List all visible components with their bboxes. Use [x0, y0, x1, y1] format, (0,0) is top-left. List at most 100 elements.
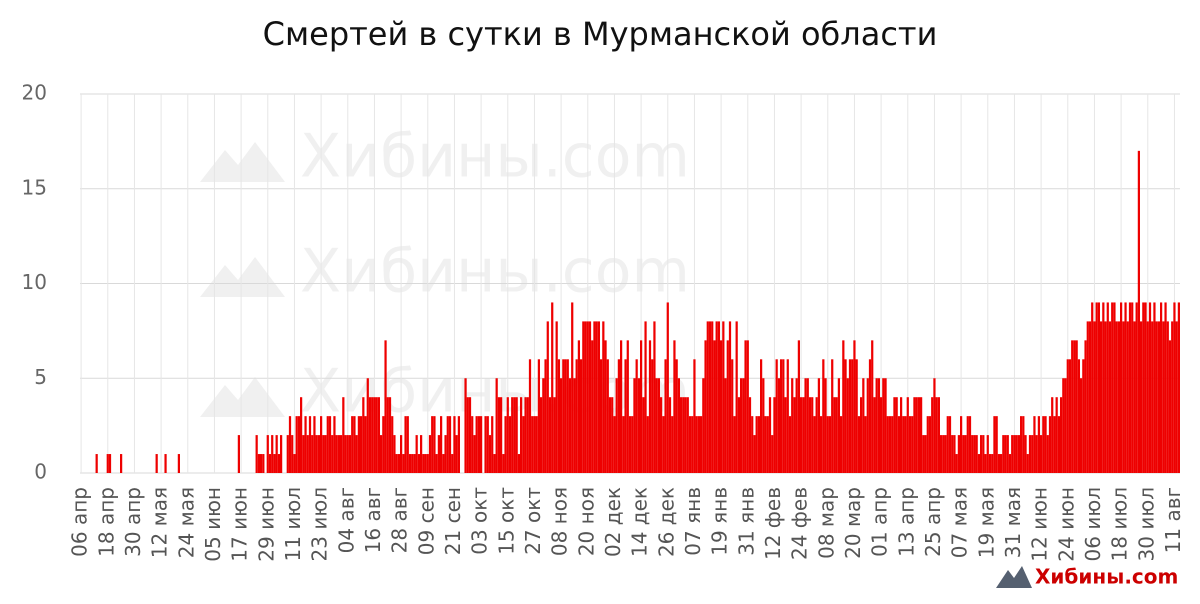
bar	[933, 378, 936, 473]
bar	[726, 340, 729, 473]
bar	[266, 435, 269, 473]
x-tick-label: 28 авг	[388, 487, 412, 553]
bar	[477, 416, 480, 473]
bar	[411, 454, 414, 473]
bar	[637, 378, 640, 473]
bar	[1004, 435, 1007, 473]
bar	[713, 340, 716, 473]
bar	[1037, 416, 1040, 473]
bar	[840, 416, 843, 473]
y-tick-label: 5	[34, 365, 47, 389]
bar	[495, 378, 498, 473]
bar	[768, 397, 772, 473]
watermark-logo	[200, 257, 285, 297]
bar	[784, 397, 787, 473]
bar	[366, 378, 369, 473]
bar	[1126, 321, 1129, 473]
bar	[255, 435, 258, 473]
bar	[1071, 340, 1074, 473]
bar	[895, 397, 898, 473]
bar	[277, 454, 280, 473]
bar	[322, 435, 325, 473]
bar	[280, 435, 283, 473]
bar	[777, 378, 780, 473]
watermark-logo	[200, 377, 285, 417]
x-tick-label: 12 фев	[761, 487, 785, 560]
bar	[428, 435, 432, 473]
bars	[95, 150, 1180, 473]
bar	[493, 454, 496, 473]
bar	[1102, 302, 1105, 473]
bar	[817, 378, 820, 473]
watermark-logo	[200, 142, 285, 182]
labels: 0 5 10 15 20 06 апр 18 апр 30 апр 12 мая 24 мая 05…	[22, 81, 1185, 562]
bar	[480, 416, 483, 473]
bar	[844, 359, 847, 473]
bar	[1060, 397, 1063, 473]
bar	[704, 340, 707, 473]
bar	[1020, 416, 1023, 473]
bar	[873, 397, 876, 473]
bar	[991, 454, 994, 473]
bar	[588, 321, 592, 473]
bar	[942, 435, 945, 473]
bar	[1111, 302, 1114, 473]
bar	[422, 454, 425, 473]
bar	[335, 435, 338, 473]
bar	[797, 340, 800, 473]
bar	[962, 435, 965, 473]
x-tick-label: 26 дек	[654, 487, 678, 557]
bar	[515, 397, 518, 473]
bar	[568, 378, 572, 473]
bar	[753, 435, 756, 473]
bar	[342, 397, 345, 473]
bar	[917, 397, 920, 473]
bar	[648, 340, 652, 473]
bar	[355, 435, 358, 473]
y-tick-label: 10	[22, 270, 47, 294]
bar	[484, 416, 487, 473]
bar	[775, 359, 778, 473]
bar	[851, 359, 854, 473]
bar	[488, 435, 492, 473]
bar	[595, 321, 598, 473]
bar	[922, 435, 925, 473]
bar	[373, 397, 376, 473]
bar	[1040, 435, 1043, 473]
bar	[1124, 302, 1127, 473]
bar	[400, 435, 403, 473]
corner-watermark: Хибины.com	[1035, 565, 1178, 589]
bar	[911, 416, 914, 473]
bar	[317, 435, 320, 473]
bar	[500, 397, 503, 473]
bar	[1028, 435, 1032, 473]
bar	[642, 397, 645, 473]
bar	[760, 359, 763, 473]
bar	[913, 397, 916, 473]
bar	[517, 454, 520, 473]
bar	[388, 397, 392, 473]
bar	[868, 359, 872, 473]
bar	[326, 416, 329, 473]
bar	[902, 416, 905, 473]
bar	[975, 435, 978, 473]
bar	[364, 416, 367, 473]
bar	[257, 454, 260, 473]
bar	[1015, 435, 1018, 473]
bar	[353, 416, 356, 473]
bar	[837, 378, 840, 473]
bar	[628, 416, 632, 473]
x-tick-label: 01 апр	[868, 487, 892, 557]
bar	[866, 378, 869, 473]
bar	[1128, 302, 1132, 473]
bar	[935, 397, 938, 473]
bar	[315, 435, 318, 473]
x-tick-label: 20 мар	[841, 487, 865, 559]
x-tick-label: 11 июл	[281, 487, 305, 561]
bar	[382, 416, 385, 473]
bar	[435, 454, 438, 473]
bar	[742, 378, 745, 473]
bar	[1171, 321, 1174, 473]
bar	[806, 378, 809, 473]
